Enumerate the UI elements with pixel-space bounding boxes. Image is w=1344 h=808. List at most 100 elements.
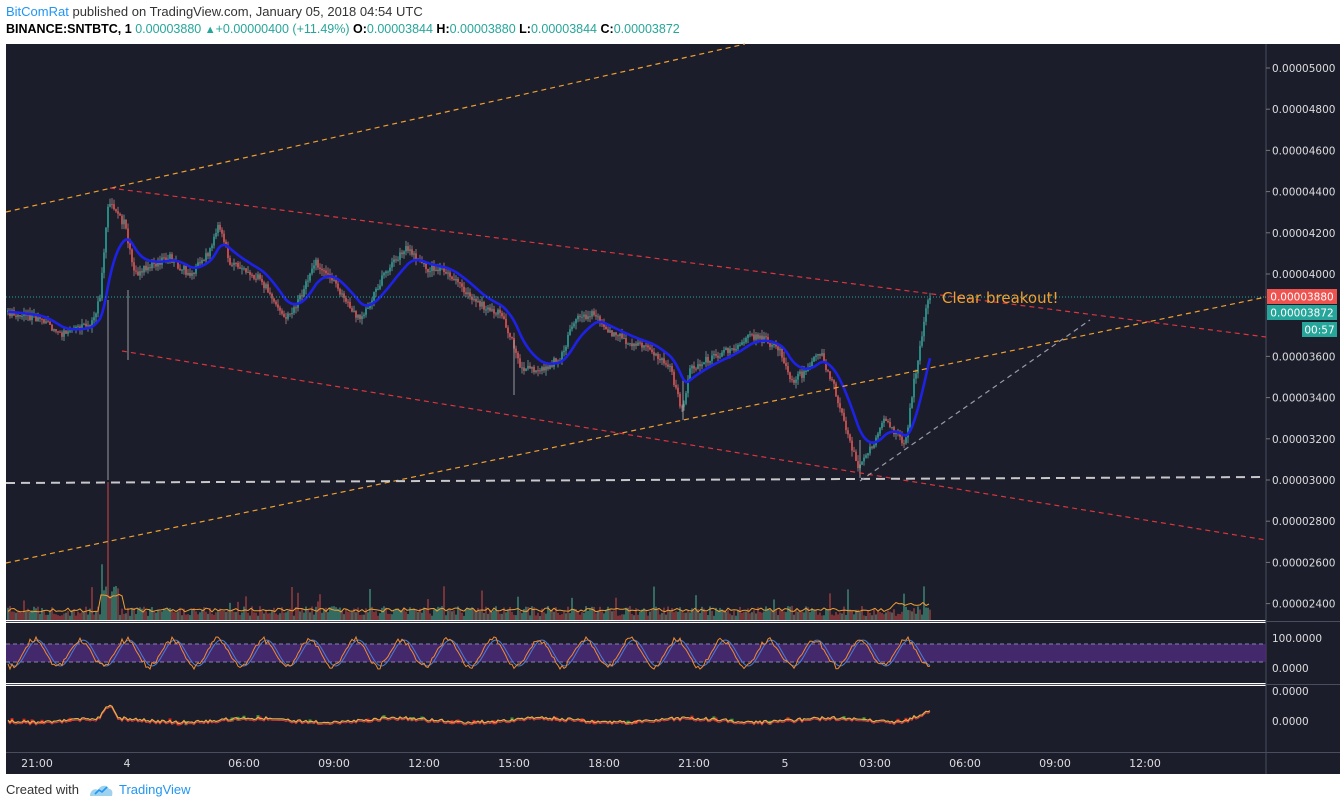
- volume-bar: [589, 608, 591, 620]
- volume-bar: [21, 612, 23, 620]
- volume-bar: [391, 614, 393, 620]
- volume-bar: [75, 615, 77, 620]
- tradingview-link[interactable]: TradingView: [89, 782, 191, 797]
- candle-body: [637, 342, 639, 346]
- symbol-name: BINANCE:SNTBTC, 1: [6, 22, 132, 36]
- volume-bar: [355, 612, 357, 620]
- volume-bar: [167, 608, 169, 620]
- candle-body: [341, 293, 343, 295]
- candle-body: [477, 301, 479, 303]
- volume-bar: [213, 614, 215, 620]
- candle-body: [353, 310, 355, 312]
- candle-body: [351, 308, 353, 312]
- volume-bar: [557, 612, 559, 620]
- volume-bar: [279, 613, 281, 620]
- volume-bar: [313, 614, 315, 620]
- volume-bar: [639, 611, 641, 620]
- volume-bar: [789, 606, 791, 620]
- up-arrow-icon: ▲: [204, 24, 216, 36]
- candle-body: [37, 317, 39, 322]
- created-with-text: Created with: [6, 782, 79, 797]
- candle-body: [575, 319, 577, 324]
- volume-bar: [93, 614, 95, 620]
- candle-body: [333, 280, 335, 282]
- candle-body: [55, 329, 57, 332]
- volume-bar: [107, 482, 109, 620]
- candle-body: [447, 272, 449, 274]
- volume-bar: [719, 607, 721, 620]
- volume-bar: [365, 608, 367, 620]
- candle-body: [847, 430, 849, 435]
- time-axis[interactable]: [6, 752, 1340, 774]
- candle-body: [415, 253, 417, 261]
- candle-body: [487, 307, 489, 310]
- price-scale[interactable]: [1266, 44, 1340, 752]
- candle-body: [277, 304, 279, 308]
- low-value: 0.00003844: [530, 22, 598, 36]
- candle-body: [691, 365, 693, 369]
- candle-body: [813, 356, 815, 362]
- volume-bar: [117, 588, 119, 620]
- candle-body: [759, 335, 761, 339]
- candle-body: [505, 318, 507, 328]
- volume-bar: [145, 611, 147, 620]
- volume-bar: [731, 615, 733, 620]
- volume-bar: [913, 608, 915, 620]
- candle-body: [851, 440, 853, 451]
- main-pane[interactable]: [6, 44, 1266, 620]
- price-tick-label: 0.00002800: [1272, 516, 1335, 528]
- last-price: 0.00003880: [135, 22, 202, 36]
- candle-body: [449, 272, 451, 277]
- candle-body: [135, 270, 137, 272]
- volume-bar: [907, 609, 909, 620]
- candle-body: [877, 433, 879, 438]
- candle-body: [793, 380, 795, 383]
- volume-bar: [253, 612, 255, 620]
- volume-bar: [513, 614, 515, 620]
- candle-body: [841, 408, 843, 413]
- breakout-annotation[interactable]: Clear breakout!: [942, 289, 1059, 307]
- candle-body: [231, 264, 233, 266]
- volume-bar: [407, 614, 409, 620]
- volume-bar: [575, 609, 577, 620]
- author-link[interactable]: BitComRat: [6, 4, 69, 19]
- candle-body: [631, 343, 633, 347]
- candle-body: [57, 331, 59, 333]
- volume-bar: [735, 615, 737, 620]
- macd-pane[interactable]: [6, 686, 1266, 752]
- volume-bar: [533, 607, 535, 620]
- candle-body: [617, 335, 619, 337]
- volume-bar: [771, 610, 773, 620]
- candle-body: [361, 316, 363, 320]
- trend-lines[interactable]: [5, 43, 1267, 564]
- candle-body: [65, 330, 67, 334]
- candle-body: [393, 259, 395, 263]
- volume-bar: [677, 611, 679, 620]
- volume-bar: [617, 615, 619, 620]
- volume-bar: [101, 564, 103, 620]
- candle-body: [457, 278, 459, 283]
- volume-bar: [657, 609, 659, 620]
- volume-bar: [697, 608, 699, 620]
- volume-bar: [109, 595, 111, 620]
- candle-body: [147, 267, 149, 271]
- volume-bar: [419, 608, 421, 620]
- volume-bar: [273, 607, 275, 620]
- volume-bar: [29, 611, 31, 620]
- volume-bar: [479, 611, 481, 620]
- candle-body: [193, 273, 195, 275]
- volume-bar: [753, 610, 755, 620]
- volume-bar: [303, 612, 305, 620]
- candle-body: [271, 294, 273, 299]
- volume-bar: [659, 614, 661, 620]
- volume-bar: [251, 606, 253, 620]
- volume-bar: [465, 609, 467, 620]
- candle-body: [679, 393, 681, 407]
- candle-body: [103, 252, 105, 273]
- price-tick-label: 0.00002600: [1272, 557, 1335, 569]
- volume-bar: [33, 606, 35, 620]
- volume-bar: [437, 606, 439, 620]
- volume-bar: [405, 611, 407, 620]
- candle-body: [105, 227, 107, 253]
